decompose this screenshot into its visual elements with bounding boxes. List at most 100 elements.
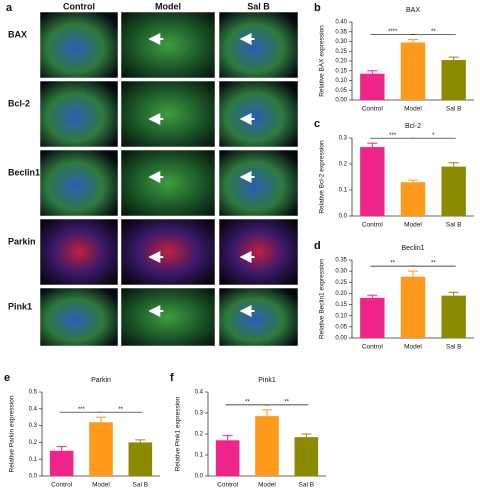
micrograph — [39, 287, 119, 347]
y-axis-label: Relative Pink1 expression — [175, 396, 182, 471]
y-tick-label: 0.0 — [29, 474, 38, 480]
significance-label: ** — [118, 407, 123, 413]
error-bar — [135, 439, 146, 443]
x-tick-label: Control — [362, 106, 384, 113]
bar — [255, 416, 279, 476]
error-bar — [448, 291, 459, 296]
micrograph — [218, 287, 299, 347]
panel-letter: a — [6, 2, 13, 14]
significance-label: ** — [390, 261, 395, 267]
row-label: Bcl-2 — [8, 98, 30, 108]
row-label: Parkin — [8, 236, 36, 246]
row-label: BAX — [8, 29, 27, 39]
x-tick-label: Model — [404, 222, 422, 229]
y-tick-label: 0.10 — [335, 78, 347, 84]
y-tick-label: 0.30 — [335, 269, 347, 275]
y-axis-label: Relative BAX expression — [319, 25, 326, 97]
bar — [49, 450, 74, 476]
x-tick-label: Model — [92, 482, 110, 489]
bar — [215, 440, 240, 476]
y-tick-label: 0.3 — [195, 411, 204, 417]
micrograph — [120, 149, 216, 217]
error-bar — [262, 409, 272, 417]
error-bar — [222, 435, 233, 441]
bar — [441, 166, 466, 216]
error-bar — [408, 179, 418, 183]
error-bar — [448, 56, 459, 61]
y-axis-label: Relative Beclin1 expression — [319, 259, 326, 339]
y-axis-label: Relative Bcl-2 expression — [319, 140, 326, 214]
error-bar — [56, 446, 67, 451]
significance-label: * — [432, 133, 435, 139]
y-tick-label: 0.20 — [335, 59, 347, 65]
y-tick-label: 0.05 — [335, 88, 347, 94]
bar — [128, 442, 153, 476]
y-tick-label: 0.4 — [195, 390, 204, 396]
y-tick-label: 0.3 — [29, 423, 38, 429]
column-header: Control — [63, 1, 95, 11]
x-tick-label: Control — [362, 344, 384, 351]
error-bar — [301, 433, 312, 438]
micrograph — [39, 149, 119, 217]
bar — [400, 276, 426, 338]
error-bar — [367, 142, 378, 148]
panel-letter: e — [4, 372, 10, 384]
chart-title: Beclin1 — [402, 245, 425, 252]
error-bar — [367, 70, 378, 74]
y-tick-label: 0.2 — [339, 162, 348, 168]
error-bar — [367, 294, 378, 298]
y-tick-label: 0.15 — [335, 302, 347, 308]
x-tick-label: Control — [51, 482, 73, 489]
micrograph — [39, 218, 119, 286]
column-header: Sal B — [247, 1, 270, 11]
x-tick-label: Model — [404, 344, 422, 351]
error-bar — [408, 270, 418, 277]
y-tick-label: 0.5 — [29, 390, 38, 396]
y-tick-label: 0.0 — [195, 474, 204, 480]
y-tick-label: 0.05 — [335, 324, 347, 330]
micrograph — [120, 287, 216, 347]
y-tick-label: 0.25 — [335, 49, 347, 55]
y-tick-label: 0.1 — [195, 453, 204, 459]
column-header: Model — [155, 1, 181, 11]
bar — [400, 42, 426, 100]
micrograph — [120, 80, 216, 148]
significance-label: *** — [78, 407, 86, 413]
bar — [360, 73, 385, 100]
y-tick-label: 0.10 — [335, 313, 347, 319]
y-tick-label: 0.25 — [335, 280, 347, 286]
x-tick-label: Control — [217, 482, 239, 489]
panel-letter: f — [170, 372, 174, 384]
micrograph — [39, 11, 119, 79]
row-label: Pink1 — [8, 301, 32, 311]
micrograph — [218, 218, 299, 286]
micrograph — [39, 80, 119, 148]
bar — [360, 147, 385, 216]
bar — [441, 295, 466, 338]
x-tick-label: Model — [258, 482, 276, 489]
panel-letter: c — [314, 118, 320, 130]
y-tick-label: 0.35 — [335, 29, 347, 35]
y-tick-label: 0.0 — [339, 214, 348, 220]
bar — [89, 422, 113, 476]
y-tick-label: 0.00 — [335, 98, 347, 104]
micrograph — [218, 11, 299, 79]
y-tick-label: 0.3 — [339, 136, 348, 142]
y-tick-label: 0.1 — [339, 188, 348, 194]
significance-label: ** — [284, 399, 289, 405]
error-bar — [96, 416, 106, 423]
x-tick-label: Sal B — [133, 482, 149, 489]
chart-title: Pink1 — [258, 377, 276, 384]
chart-title: BAX — [406, 7, 420, 14]
panel-letter: b — [314, 2, 321, 14]
micrograph — [120, 218, 216, 286]
chart-title: Bcl-2 — [405, 123, 421, 130]
error-bar — [408, 39, 418, 43]
significance-label: **** — [388, 29, 398, 35]
micrograph — [218, 149, 299, 217]
bar — [400, 182, 426, 216]
chart-title: Parkin — [91, 377, 111, 384]
x-tick-label: Sal B — [299, 482, 315, 489]
y-tick-label: 0.40 — [335, 20, 347, 26]
